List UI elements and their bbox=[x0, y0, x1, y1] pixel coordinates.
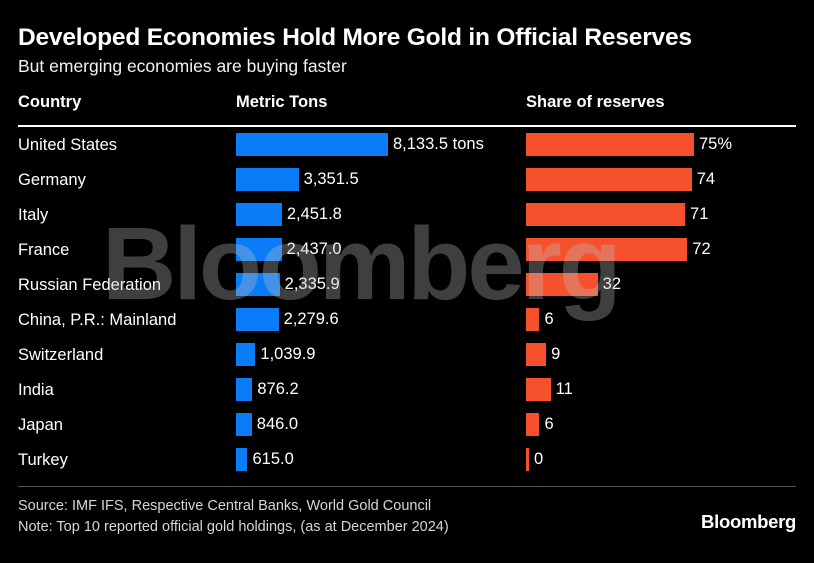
share-of-reserves-bar bbox=[526, 133, 694, 156]
metric-tons-value: 2,437.0 bbox=[286, 240, 342, 258]
row-country-label: Japan bbox=[18, 416, 63, 434]
share-of-reserves-value: 6 bbox=[544, 310, 554, 328]
row-country-label: China, P.R.: Mainland bbox=[18, 311, 177, 329]
note-text: Note: Top 10 reported official gold hold… bbox=[18, 519, 449, 536]
metric-tons-bar bbox=[236, 133, 388, 156]
share-of-reserves-bar bbox=[526, 413, 540, 436]
table-row: Italy 2,451.8 71 bbox=[0, 199, 814, 231]
metric-tons-value: 2,451.8 bbox=[286, 205, 342, 223]
metric-tons-bar bbox=[236, 343, 256, 366]
share-of-reserves-value: 74 bbox=[696, 170, 716, 188]
column-header-share-of-reserves: Share of reserves bbox=[526, 93, 665, 111]
share-of-reserves-value: 32 bbox=[602, 275, 622, 293]
table-row: Switzerland 1,039.9 9 bbox=[0, 339, 814, 371]
chart-header: Developed Economies Hold More Gold in Of… bbox=[18, 24, 798, 78]
share-of-reserves-value: 9 bbox=[551, 345, 561, 363]
metric-tons-bar bbox=[236, 413, 252, 436]
row-country-label: Russian Federation bbox=[18, 276, 162, 294]
footer-notes: Source: IMF IFS, Respective Central Bank… bbox=[18, 496, 449, 538]
row-country-label: Germany bbox=[18, 171, 86, 189]
metric-tons-bar bbox=[236, 168, 299, 191]
page-subtitle: But emerging economies are buying faster bbox=[18, 56, 347, 77]
share-of-reserves-bar bbox=[526, 343, 547, 366]
bloomberg-logo: Bloomberg bbox=[701, 511, 796, 532]
share-of-reserves-bar bbox=[526, 273, 598, 296]
share-of-reserves-bar bbox=[526, 203, 686, 226]
footer-divider bbox=[18, 486, 796, 487]
table-row: Germany 3,351.5 74 bbox=[0, 164, 814, 196]
source-text: Source: IMF IFS, Respective Central Bank… bbox=[18, 498, 432, 514]
share-of-reserves-value: 72 bbox=[692, 240, 711, 258]
table-row: India 876.2 11 bbox=[0, 374, 814, 406]
row-country-label: India bbox=[18, 381, 54, 399]
row-country-label: France bbox=[18, 241, 70, 259]
metric-tons-value: 2,279.6 bbox=[283, 310, 339, 328]
metric-tons-value: 1,039.9 bbox=[260, 345, 316, 363]
row-country-label: United States bbox=[18, 136, 118, 154]
share-of-reserves-value: 71 bbox=[690, 205, 709, 223]
table-row: France 2,437.0 72 bbox=[0, 234, 814, 266]
metric-tons-value: 846.0 bbox=[256, 415, 299, 433]
metric-tons-value: 2,335.9 bbox=[284, 275, 340, 293]
share-of-reserves-bar bbox=[526, 168, 692, 191]
metric-tons-bar bbox=[236, 273, 280, 296]
metric-tons-bar bbox=[236, 203, 282, 226]
metric-tons-value: 876.2 bbox=[257, 380, 299, 398]
table-row: China, P.R.: Mainland 2,279.6 6 bbox=[0, 304, 814, 336]
table-row: Turkey 615.0 0 bbox=[0, 444, 814, 476]
table-row: United States 8,133.5 tons 75% bbox=[0, 129, 814, 161]
row-country-label: Switzerland bbox=[18, 346, 104, 364]
share-of-reserves-bar bbox=[526, 308, 540, 331]
metric-tons-bar bbox=[236, 308, 279, 331]
row-country-label: Turkey bbox=[18, 451, 68, 469]
share-of-reserves-value: 6 bbox=[544, 415, 554, 433]
metric-tons-value: 8,133.5 tons bbox=[393, 135, 484, 153]
share-of-reserves-bar bbox=[526, 378, 551, 401]
metric-tons-bar bbox=[236, 238, 282, 261]
column-header-country: Country bbox=[18, 93, 82, 111]
header-divider bbox=[18, 125, 796, 127]
column-header-row: Country Metric Tons Share of reserves bbox=[0, 93, 814, 123]
column-header-metric-tons: Metric Tons bbox=[236, 93, 328, 111]
metric-tons-value: 3,351.5 bbox=[303, 170, 359, 188]
share-of-reserves-bar bbox=[526, 238, 688, 261]
share-of-reserves-bar bbox=[526, 448, 529, 471]
page-title: Developed Economies Hold More Gold in Of… bbox=[18, 24, 692, 51]
table-row: Japan 846.0 6 bbox=[0, 409, 814, 441]
share-of-reserves-value: 75% bbox=[699, 135, 733, 153]
metric-tons-value: 615.0 bbox=[252, 450, 294, 468]
table-row: Russian Federation 2,335.9 32 bbox=[0, 269, 814, 301]
share-of-reserves-value: 11 bbox=[555, 380, 573, 398]
chart-rows: United States 8,133.5 tons 75% Germany 3,351… bbox=[0, 129, 814, 479]
row-country-label: Italy bbox=[18, 206, 49, 224]
metric-tons-bar bbox=[236, 448, 248, 471]
share-of-reserves-value: 0 bbox=[534, 450, 544, 468]
metric-tons-bar bbox=[236, 378, 253, 401]
